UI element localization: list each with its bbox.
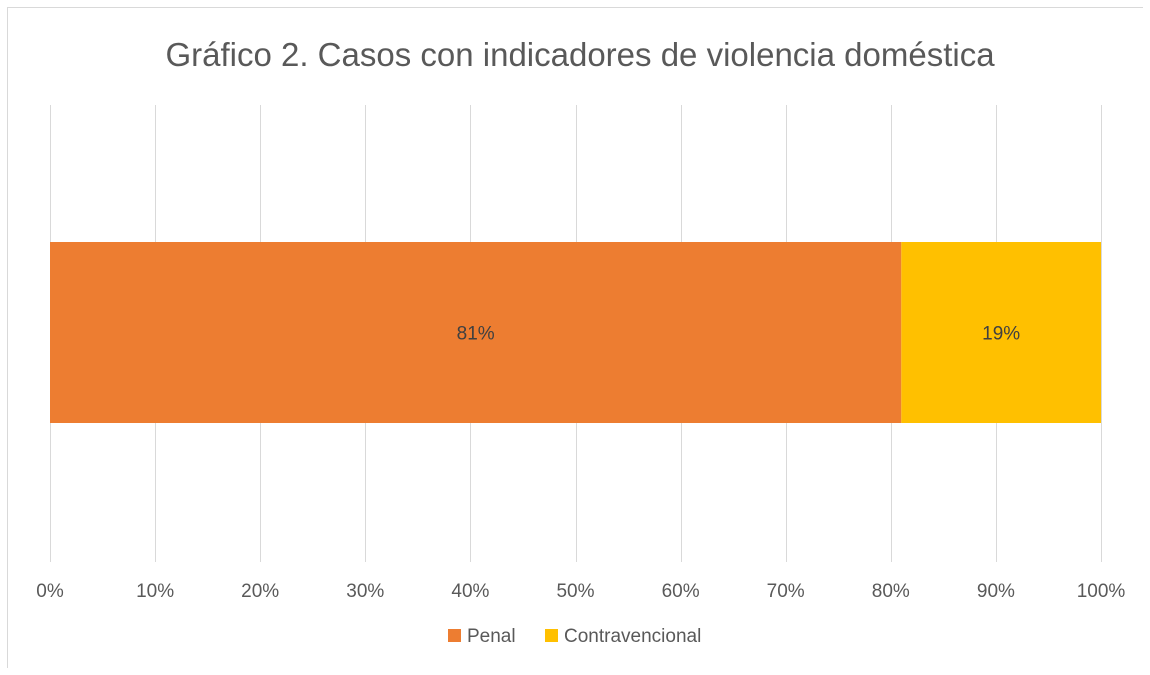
data-labels: 81% 19% [457, 324, 1021, 345]
x-tick-label: 20% [241, 581, 279, 602]
data-label-contravencional: 19% [982, 324, 1020, 345]
x-tick-label: 70% [767, 581, 805, 602]
legend-label-penal: Penal [467, 626, 516, 647]
legend: Penal Contravencional [448, 626, 701, 647]
legend-swatch-contravencional [545, 629, 558, 642]
x-tick-label: 30% [346, 581, 384, 602]
x-tick-label: 10% [136, 581, 174, 602]
x-tick-label: 80% [872, 581, 910, 602]
legend-swatch-penal [448, 629, 461, 642]
x-tick-label: 90% [977, 581, 1015, 602]
x-tick-label: 0% [36, 581, 64, 602]
bars [50, 242, 1101, 423]
bar-contravencional [901, 242, 1101, 423]
chart-title: Gráfico 2. Casos con indicadores de viol… [165, 36, 995, 73]
legend-label-contravencional: Contravencional [564, 626, 701, 647]
data-label-penal: 81% [457, 324, 495, 345]
bar-penal [50, 242, 902, 423]
x-tick-label: 40% [451, 581, 489, 602]
x-tick-label: 50% [556, 581, 594, 602]
x-tick-label: 60% [662, 581, 700, 602]
x-axis-ticks: 0% 10% 20% 30% 40% 50% 60% 70% 80% 90% 100% [36, 581, 1125, 602]
x-tick-label: 100% [1077, 581, 1126, 602]
